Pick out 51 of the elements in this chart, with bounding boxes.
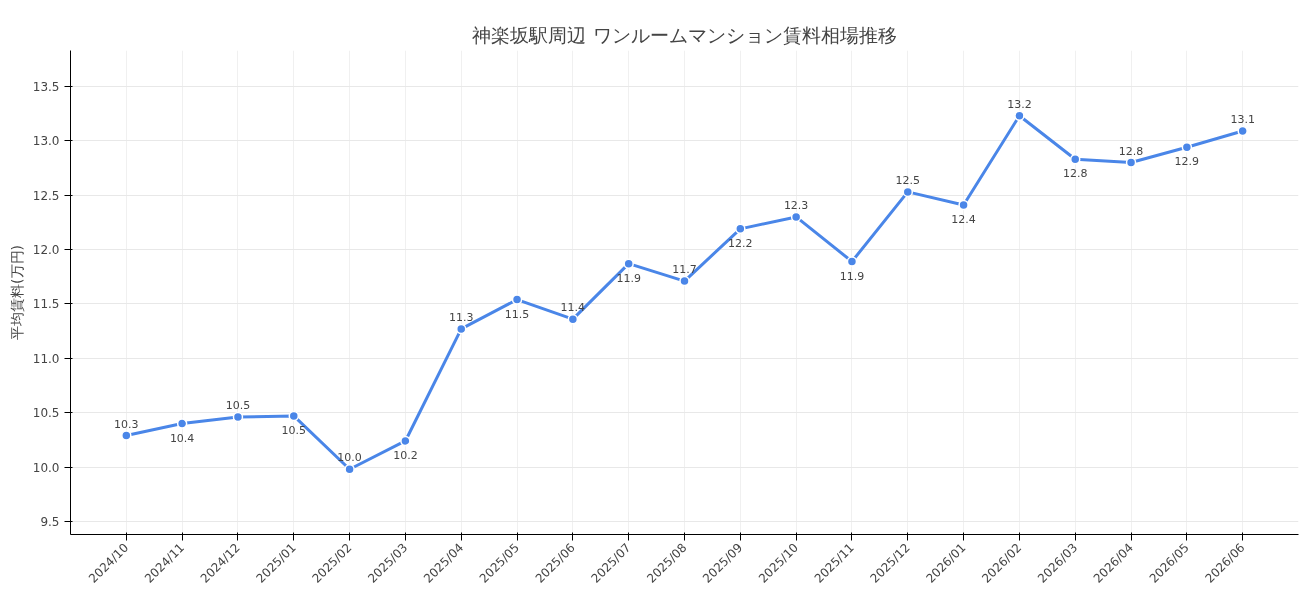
y-axis-title: 平均賃料(万円) [8,245,25,340]
point [344,464,355,475]
data-label: 12.8 [1118,144,1144,158]
point [511,294,523,305]
y-tick-label: 11.0 [32,351,60,366]
data-label: 11.7 [672,263,697,277]
point [176,418,188,429]
data-label: 10.4 [169,431,195,445]
point [902,186,914,198]
data-label: 12.5 [895,173,921,187]
data-label: 10.3 [114,417,139,431]
data-label: 12.4 [951,212,976,226]
point [790,211,802,223]
y-tick-label: 13.5 [32,79,60,94]
point [567,313,579,325]
y-tick-label: 11.5 [32,297,60,312]
point [958,199,969,211]
data-label: 11.5 [504,307,530,321]
point [735,223,746,235]
point [846,256,858,267]
y-tick-label: 12.5 [32,188,60,203]
point [400,435,411,447]
data-label: 10.0 [337,451,362,465]
point [232,411,244,423]
point [1069,154,1081,165]
y-tick-label: 10.5 [32,406,60,421]
data-label: 10.5 [225,399,251,413]
y-tick-label: 12.0 [32,243,60,258]
data-label: 11.9 [616,271,641,285]
point [1014,110,1025,121]
data-label: 12.2 [728,236,753,250]
data-label: 11.3 [448,310,474,324]
data-label: 10.5 [281,423,307,437]
data-label: 12.9 [1174,155,1200,169]
data-label: 10.2 [393,448,418,462]
chart-title: 神楽坂駅周辺 ワンルームマンション賃料相場推移 [472,23,897,46]
y-tick-label: 10.0 [32,460,60,475]
point [288,410,300,422]
point [623,258,634,269]
point [1237,125,1248,137]
y-tick-label: 9.5 [40,514,60,529]
data-label: 13.2 [1007,97,1032,111]
data-label: 12.8 [1062,167,1088,181]
point [1181,142,1193,153]
point [679,275,690,287]
data-label: 13.1 [1230,112,1255,126]
point [121,430,132,441]
data-label: 12.3 [783,198,809,212]
data-label: 11.9 [839,269,865,283]
point [1125,157,1137,168]
y-tick-label: 13.0 [32,134,60,149]
